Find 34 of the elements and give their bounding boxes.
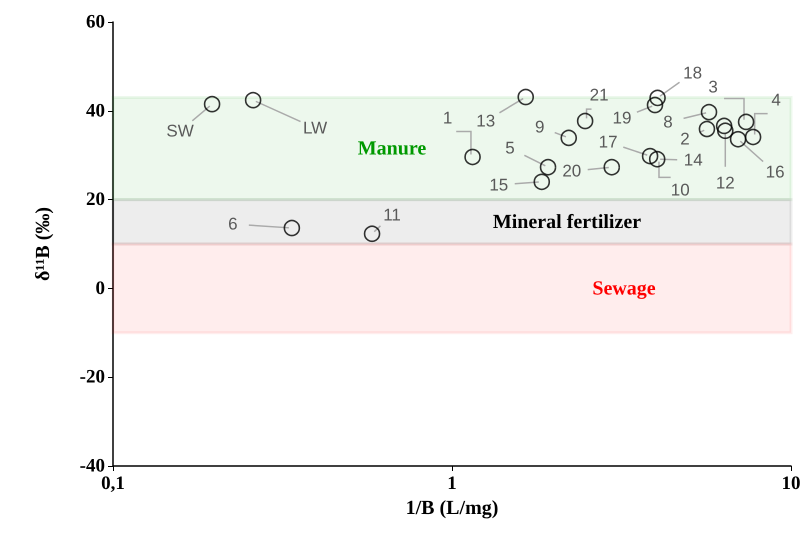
annotation: 2 bbox=[680, 130, 690, 149]
band-label: Manure bbox=[358, 138, 426, 160]
x-tick-label: 1 bbox=[447, 473, 457, 494]
annotation: SW bbox=[166, 122, 194, 141]
annotation: 14 bbox=[684, 150, 703, 170]
annotation: 10 bbox=[670, 180, 690, 200]
band-label: Mineral fertilizer bbox=[492, 210, 642, 233]
annotation: 17 bbox=[598, 132, 618, 152]
y-tick-label: 60 bbox=[86, 12, 105, 32]
annotation: 9 bbox=[535, 117, 544, 136]
annotation: 12 bbox=[716, 173, 735, 192]
annotation: 1 bbox=[442, 108, 452, 128]
y-tick-label: 0 bbox=[96, 278, 105, 299]
annotation: 21 bbox=[590, 86, 609, 105]
annotation: 5 bbox=[505, 138, 515, 158]
annotation: 18 bbox=[683, 63, 702, 82]
annotation: 11 bbox=[383, 205, 401, 224]
annotation: 8 bbox=[663, 112, 673, 132]
annotation: 15 bbox=[489, 175, 508, 194]
annotation: 4 bbox=[771, 90, 781, 110]
band-label: Sewage bbox=[592, 277, 656, 300]
y-tick-label: 20 bbox=[86, 189, 105, 210]
annotation: 16 bbox=[766, 162, 785, 182]
annotation: LW bbox=[302, 118, 328, 138]
annotation: 20 bbox=[562, 162, 582, 181]
x-axis-title: 1/B (L/mg) bbox=[406, 497, 498, 519]
annotation: 19 bbox=[612, 108, 632, 128]
annotation: 3 bbox=[708, 77, 718, 96]
y-tick-label: 40 bbox=[86, 100, 105, 122]
annotation: 13 bbox=[476, 112, 496, 131]
y-tick-label: -20 bbox=[80, 366, 105, 388]
y-axis-title: δ¹¹B (‰) bbox=[32, 206, 54, 282]
x-tick-label: 10 bbox=[782, 473, 800, 494]
annotation: 6 bbox=[228, 214, 238, 234]
